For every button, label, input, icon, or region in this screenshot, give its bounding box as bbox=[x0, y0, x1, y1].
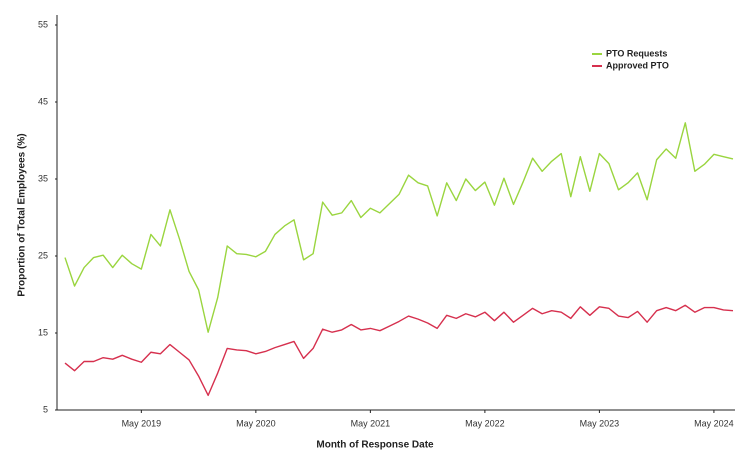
x-tick-label: May 2024 bbox=[694, 418, 734, 428]
x-axis-title: Month of Response Date bbox=[316, 440, 434, 451]
legend-label: Approved PTO bbox=[606, 60, 669, 70]
legend-label: PTO Requests bbox=[606, 48, 667, 58]
y-tick-label: 55 bbox=[38, 19, 48, 29]
x-tick-label: May 2019 bbox=[122, 418, 162, 428]
x-tick-label: May 2023 bbox=[580, 418, 620, 428]
y-axis-title: Proportion of Total Employees (%) bbox=[17, 133, 28, 296]
y-tick-label: 5 bbox=[43, 404, 48, 414]
y-tick-label: 15 bbox=[38, 327, 48, 337]
y-tick-label: 35 bbox=[38, 173, 48, 183]
data-line bbox=[64, 304, 734, 397]
x-tick-label: May 2020 bbox=[236, 418, 276, 428]
y-tick-label: 45 bbox=[38, 96, 48, 106]
y-tick-label: 25 bbox=[38, 250, 48, 260]
x-tick-label: May 2021 bbox=[351, 418, 391, 428]
data-line bbox=[64, 122, 734, 333]
x-tick-label: May 2022 bbox=[465, 418, 505, 428]
